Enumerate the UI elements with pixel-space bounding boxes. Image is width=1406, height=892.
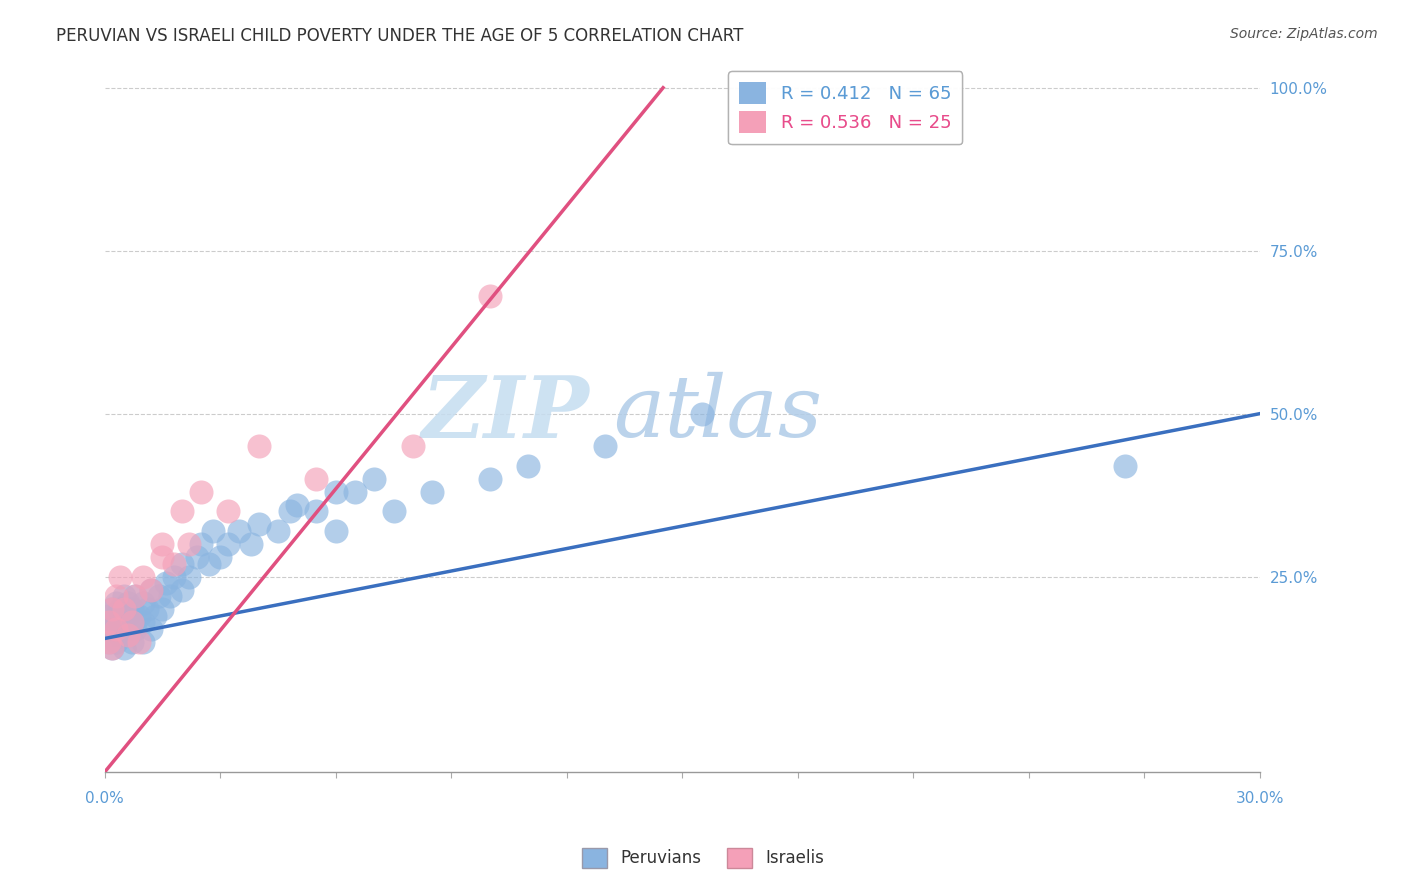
Point	[247, 517, 270, 532]
Point	[197, 557, 219, 571]
Point	[112, 589, 135, 603]
Point	[267, 524, 290, 538]
Point	[363, 472, 385, 486]
Point	[132, 615, 155, 630]
Point	[132, 569, 155, 583]
Legend: Peruvians, Israelis: Peruvians, Israelis	[575, 841, 831, 875]
Point	[112, 622, 135, 636]
Point	[325, 484, 347, 499]
Point	[121, 634, 143, 648]
Point	[105, 622, 128, 636]
Point	[108, 602, 131, 616]
Point	[121, 602, 143, 616]
Point	[305, 472, 328, 486]
Point	[690, 407, 713, 421]
Point	[128, 608, 150, 623]
Point	[124, 589, 146, 603]
Point	[97, 622, 120, 636]
Point	[105, 622, 128, 636]
Point	[101, 641, 124, 656]
Point	[190, 484, 212, 499]
Point	[190, 537, 212, 551]
Point	[155, 576, 177, 591]
Point	[121, 615, 143, 630]
Point	[117, 628, 139, 642]
Point	[217, 504, 239, 518]
Point	[247, 439, 270, 453]
Point	[139, 582, 162, 597]
Text: 0.0%: 0.0%	[86, 790, 124, 805]
Point	[170, 504, 193, 518]
Point	[285, 498, 308, 512]
Point	[343, 484, 366, 499]
Point	[105, 634, 128, 648]
Point	[97, 608, 120, 623]
Point	[124, 589, 146, 603]
Point	[136, 602, 159, 616]
Text: atlas: atlas	[613, 372, 823, 455]
Point	[105, 608, 128, 623]
Point	[1114, 458, 1136, 473]
Point	[163, 557, 186, 571]
Point	[152, 602, 174, 616]
Point	[101, 641, 124, 656]
Point	[148, 589, 170, 603]
Point	[117, 628, 139, 642]
Point	[101, 628, 124, 642]
Point	[201, 524, 224, 538]
Point	[108, 569, 131, 583]
Point	[595, 439, 617, 453]
Point	[97, 634, 120, 648]
Point	[121, 615, 143, 630]
Point	[128, 634, 150, 648]
Point	[228, 524, 250, 538]
Point	[112, 641, 135, 656]
Point	[186, 549, 208, 564]
Point	[478, 289, 501, 303]
Point	[420, 484, 443, 499]
Point	[143, 608, 166, 623]
Point	[101, 615, 124, 630]
Text: 30.0%: 30.0%	[1236, 790, 1284, 805]
Point	[124, 622, 146, 636]
Point	[152, 537, 174, 551]
Point	[517, 458, 540, 473]
Point	[209, 549, 232, 564]
Point	[139, 582, 162, 597]
Point	[305, 504, 328, 518]
Point	[152, 549, 174, 564]
Point	[325, 524, 347, 538]
Point	[117, 608, 139, 623]
Text: ZIP: ZIP	[422, 372, 591, 455]
Legend: R = 0.412   N = 65, R = 0.536   N = 25: R = 0.412 N = 65, R = 0.536 N = 25	[728, 71, 962, 145]
Point	[217, 537, 239, 551]
Point	[105, 596, 128, 610]
Point	[108, 628, 131, 642]
Point	[240, 537, 263, 551]
Text: PERUVIAN VS ISRAELI CHILD POVERTY UNDER THE AGE OF 5 CORRELATION CHART: PERUVIAN VS ISRAELI CHILD POVERTY UNDER …	[56, 27, 744, 45]
Point	[97, 634, 120, 648]
Point	[105, 589, 128, 603]
Point	[132, 596, 155, 610]
Y-axis label: Child Poverty Under the Age of 5: Child Poverty Under the Age of 5	[0, 288, 7, 540]
Point	[170, 557, 193, 571]
Point	[139, 622, 162, 636]
Point	[163, 569, 186, 583]
Point	[382, 504, 405, 518]
Point	[108, 615, 131, 630]
Point	[278, 504, 301, 518]
Point	[402, 439, 425, 453]
Point	[101, 602, 124, 616]
Point	[179, 537, 201, 551]
Point	[101, 602, 124, 616]
Text: Source: ZipAtlas.com: Source: ZipAtlas.com	[1230, 27, 1378, 41]
Point	[132, 634, 155, 648]
Point	[478, 472, 501, 486]
Point	[170, 582, 193, 597]
Point	[117, 596, 139, 610]
Point	[179, 569, 201, 583]
Point	[112, 602, 135, 616]
Point	[159, 589, 181, 603]
Point	[97, 615, 120, 630]
